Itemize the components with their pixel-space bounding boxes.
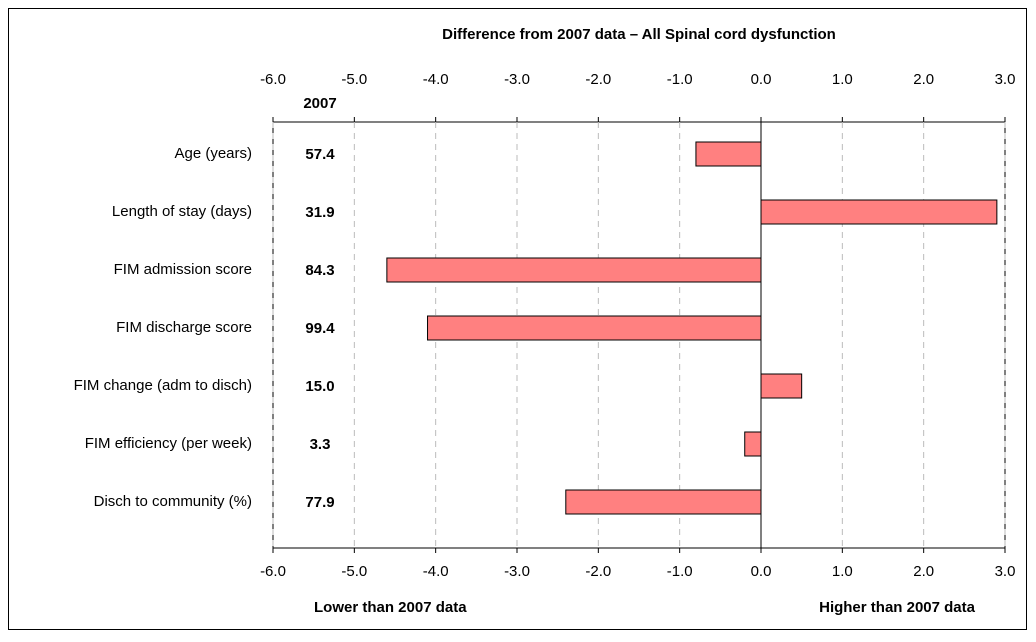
x-tick-label: -2.0	[585, 563, 611, 580]
x-tick-label: -2.0	[585, 71, 611, 88]
category-label: Length of stay (days)	[112, 203, 252, 220]
x-tick-label: -5.0	[341, 71, 367, 88]
x-tick-label: 1.0	[832, 71, 853, 88]
x-tick-label: -6.0	[260, 563, 286, 580]
x-tick-label: -1.0	[667, 563, 693, 580]
column-value: 99.4	[305, 320, 335, 337]
x-tick-label: -1.0	[667, 71, 693, 88]
bar	[760, 199, 998, 225]
x-tick-label: 3.0	[995, 563, 1016, 580]
column-title: 2007	[303, 95, 336, 112]
x-tick-label: -3.0	[504, 563, 530, 580]
column-value: 84.3	[305, 262, 334, 279]
category-label: FIM admission score	[114, 261, 252, 278]
category-label: Age (years)	[174, 145, 252, 162]
x-tick-label: -4.0	[423, 563, 449, 580]
category-label: Disch to community (%)	[94, 493, 252, 510]
left-note: Lower than 2007 data	[314, 599, 467, 616]
x-tick-label: 2.0	[913, 71, 934, 88]
x-tick-label: -4.0	[423, 71, 449, 88]
x-tick-label: 0.0	[751, 563, 772, 580]
x-tick-label: -3.0	[504, 71, 530, 88]
column-value: 57.4	[305, 146, 335, 163]
column-value: 31.9	[305, 204, 334, 221]
right-note: Higher than 2007 data	[819, 599, 976, 616]
x-tick-label: 0.0	[751, 71, 772, 88]
bar	[744, 431, 762, 457]
x-tick-label: -6.0	[260, 71, 286, 88]
bar	[427, 315, 762, 341]
bar	[386, 257, 762, 283]
bar	[565, 489, 762, 515]
column-value: 15.0	[305, 378, 334, 395]
x-tick-label: 2.0	[913, 563, 934, 580]
category-label: FIM change (adm to disch)	[74, 377, 252, 394]
category-label: FIM discharge score	[116, 319, 252, 336]
column-value: 3.3	[310, 436, 331, 453]
bar	[760, 373, 803, 399]
chart-title: Difference from 2007 data – All Spinal c…	[442, 26, 836, 43]
x-tick-label: -5.0	[341, 563, 367, 580]
column-value: 77.9	[305, 494, 334, 511]
category-label: FIM efficiency (per week)	[85, 435, 252, 452]
x-tick-label: 1.0	[832, 563, 853, 580]
x-tick-label: 3.0	[995, 71, 1016, 88]
bar	[695, 141, 762, 167]
